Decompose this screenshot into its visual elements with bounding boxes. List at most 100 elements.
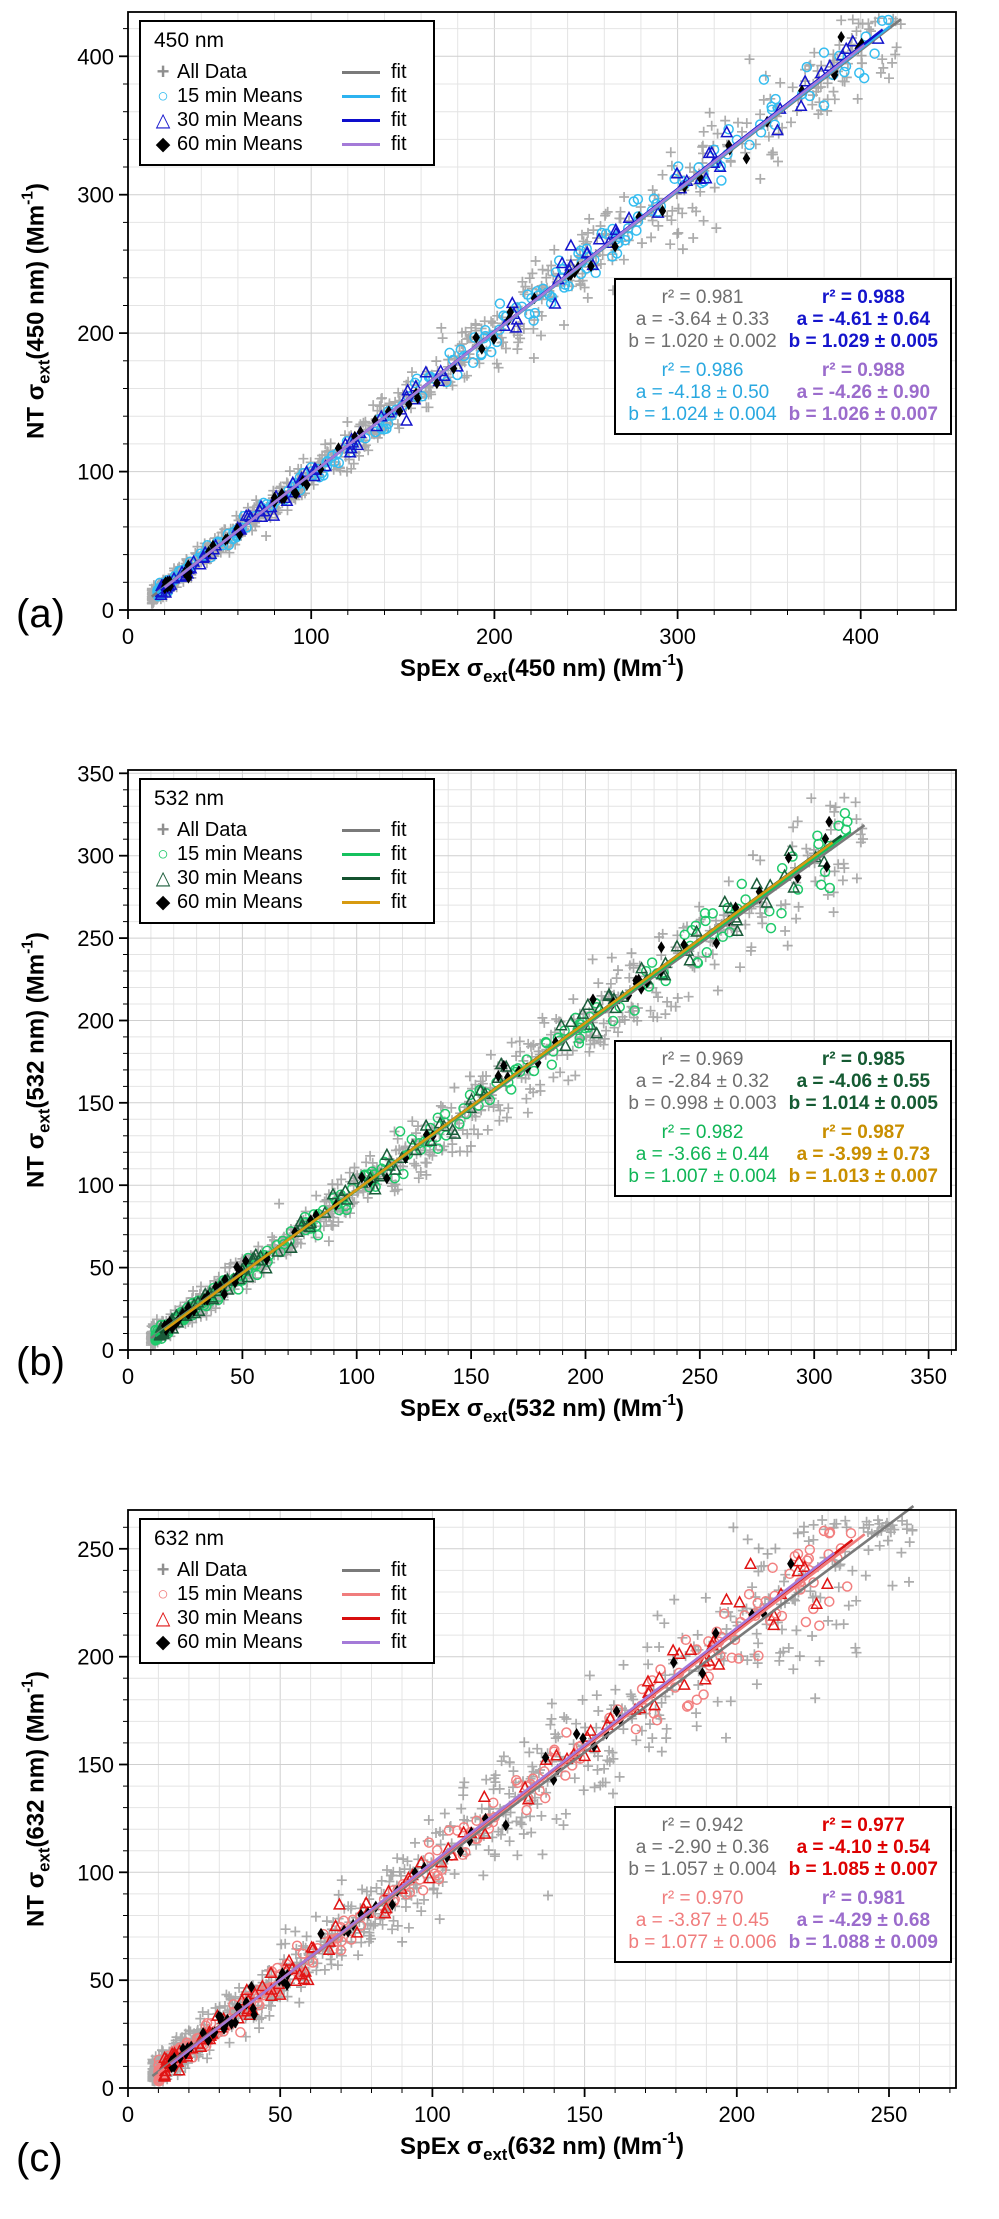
fit-label: fit: [391, 1558, 407, 1581]
stats-line: a = -4.61 ± 0.64: [796, 309, 931, 330]
x-tick-label: 300: [796, 1364, 833, 1389]
stats-line: a = -4.29 ± 0.68: [796, 1910, 931, 1931]
x-tick-label: 50: [230, 1364, 254, 1389]
x-tick-label: 400: [842, 624, 879, 649]
y-tick-label: 0: [102, 598, 114, 623]
y-axis-label-sub: ext: [34, 359, 54, 384]
x-tick-label: 0: [122, 2102, 134, 2127]
y-tick-label: 50: [90, 1968, 114, 1993]
y-axis-label-sup: -1: [19, 940, 37, 954]
y-axis-label-sub: ext: [34, 1847, 54, 1872]
tick-labels: 0 100 200 300 400 0 100 200 300 400: [77, 44, 879, 649]
y-tick-label: 300: [77, 844, 114, 869]
legend-row-30min: △ 30 min Means fit: [149, 1606, 425, 1630]
fit-line: [163, 43, 866, 589]
fit-label: fit: [391, 108, 407, 131]
y-axis-label: NT σext(450 nm) (Mm-1): [19, 183, 55, 439]
legend-row-15min: ○ 15 min Means fit: [149, 1582, 425, 1606]
stats-15min: r² = 0.970 a = -3.87 ± 0.45 b = 1.077 ± …: [628, 1888, 776, 1954]
plot-border: [127, 769, 957, 1351]
stats-col-right: r² = 0.977 a = -4.10 ± 0.54 b = 1.085 ± …: [789, 1815, 938, 1954]
fit-line-swatch: [342, 70, 380, 74]
y-tick-label: 100: [77, 1860, 114, 1885]
y-axis-label-end: ): [22, 1671, 50, 1680]
x-tick-label: 250: [871, 2102, 908, 2127]
fit-label: fit: [391, 866, 407, 889]
stats-col-right: r² = 0.985 a = -4.06 ± 0.55 b = 1.014 ± …: [789, 1049, 938, 1188]
legend-label: 60 min Means: [177, 890, 303, 913]
x-tick-label: 100: [293, 624, 330, 649]
x-tick-label: 100: [414, 2102, 451, 2127]
legend-label: All Data: [177, 818, 248, 841]
y-tick-label: 200: [77, 1009, 114, 1034]
stats-box: r² = 0.981 a = -3.64 ± 0.33 b = 1.020 ± …: [614, 278, 952, 435]
y-tick-label: 400: [77, 44, 114, 69]
stats-all-data: r² = 0.981 a = -3.64 ± 0.33 b = 1.020 ± …: [628, 287, 776, 353]
x-axis-label: SpEx σext(450 nm) (Mm-1): [400, 652, 684, 687]
x-tick-label: 50: [268, 2102, 292, 2127]
legend-box: 532 nm + All Data fit ○ 15 min Means fit…: [139, 778, 435, 924]
x-axis-label-end: ): [675, 2133, 684, 2160]
y-axis-label-mid: (450 nm) (Mm: [22, 204, 50, 360]
legend-row-all-data: + All Data fit: [149, 1558, 425, 1582]
stats-line: b = 1.088 ± 0.009: [788, 1932, 938, 1953]
y-axis-label: NT σext(532 nm) (Mm-1): [19, 932, 55, 1188]
triangle-marker-icon: △: [155, 1607, 171, 1629]
circle-marker-icon: ○: [157, 85, 169, 107]
legend-box: 450 nm + All Data fit ○ 15 min Means fit…: [139, 20, 435, 166]
plus-marker-icon: +: [156, 817, 170, 842]
stats-15min: r² = 0.986 a = -4.18 ± 0.50 b = 1.024 ± …: [628, 360, 776, 426]
y-axis-label-mid: (532 nm) (Mm: [22, 953, 50, 1109]
y-axis-label-text: NT σ: [22, 1132, 50, 1188]
legend-row-all-data: + All Data fit: [149, 818, 425, 842]
legend-title: 532 nm: [154, 787, 225, 810]
legend-row-15min: ○ 15 min Means fit: [149, 84, 425, 108]
x-tick-label: 200: [718, 2102, 755, 2127]
y-tick-label: 150: [77, 1753, 114, 1778]
triangle-marker-icon: △: [155, 109, 171, 131]
stats-15min: r² = 0.982 a = -3.66 ± 0.44 b = 1.007 ± …: [628, 1122, 776, 1188]
stats-line: r² = 0.988: [821, 287, 905, 308]
fit-label: fit: [391, 84, 407, 107]
stats-line: a = -2.84 ± 0.32: [635, 1071, 770, 1092]
tick-labels: 0 50 100 150 200 250 0 50 100 150 200 250: [77, 1537, 907, 2127]
stats-line: r² = 0.986: [661, 360, 744, 381]
series-diamond-points: [167, 1557, 795, 2074]
x-tick-label: 100: [338, 1364, 375, 1389]
fit-label: fit: [391, 132, 407, 155]
x-axis-label-end: ): [675, 1395, 684, 1422]
y-axis-label-sub: ext: [34, 1108, 54, 1133]
x-tick-label: 0: [122, 1364, 134, 1389]
diamond-marker-icon: ◆: [155, 133, 171, 155]
fit-label: fit: [391, 60, 407, 83]
stats-line: r² = 0.981: [661, 287, 744, 308]
legend-label: 30 min Means: [177, 1606, 303, 1629]
stats-line: b = 1.057 ± 0.004: [628, 1859, 777, 1880]
stats-col-left: r² = 0.942 a = -2.90 ± 0.36 b = 1.057 ± …: [628, 1815, 776, 1954]
legend-title: 450 nm: [154, 29, 225, 52]
fit-line-swatch: [342, 118, 380, 122]
x-tick-label: 150: [566, 2102, 603, 2127]
axis-ticks: [119, 28, 935, 619]
stats-line: a = -3.99 ± 0.73: [796, 1144, 931, 1165]
stats-line: r² = 0.969: [661, 1049, 744, 1070]
y-tick-label: 150: [77, 1091, 114, 1116]
triangle-marker-icon: △: [155, 867, 171, 889]
plot-border: [127, 11, 957, 611]
series-diamond-points: [161, 31, 866, 595]
y-axis-label-end: ): [22, 183, 50, 192]
y-axis-label-end: ): [22, 932, 50, 941]
fit-line-swatch: [342, 142, 380, 146]
stats-all-data: r² = 0.969 a = -2.84 ± 0.32 b = 0.998 ± …: [628, 1049, 776, 1115]
stats-30min: r² = 0.985 a = -4.06 ± 0.55 b = 1.014 ± …: [789, 1049, 938, 1115]
circle-marker-icon: ○: [157, 843, 169, 865]
y-tick-label: 250: [77, 1537, 114, 1562]
legend-row-60min: ◆ 60 min Means fit: [149, 1630, 425, 1654]
stats-30min: r² = 0.988 a = -4.61 ± 0.64 b = 1.029 ± …: [789, 287, 938, 353]
stats-line: a = -4.26 ± 0.90: [796, 382, 931, 403]
panel-letter: (a): [16, 592, 65, 636]
legend-label: All Data: [177, 60, 248, 83]
fit-label: fit: [391, 1606, 407, 1629]
y-tick-label: 250: [77, 926, 114, 951]
